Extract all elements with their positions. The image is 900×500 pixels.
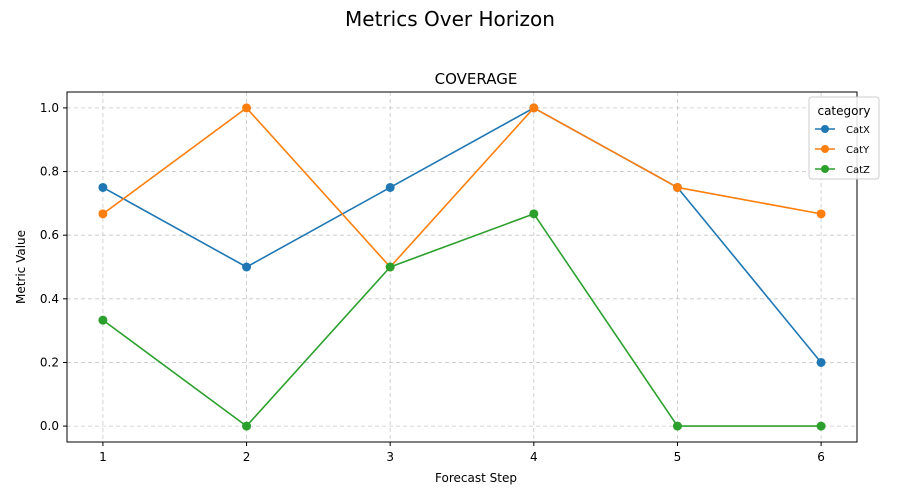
series-lines bbox=[98, 103, 826, 431]
legend-label: CatY bbox=[846, 145, 870, 156]
series-line bbox=[102, 107, 822, 363]
axes bbox=[66, 91, 858, 443]
data-point bbox=[672, 421, 682, 431]
tick-labels: 1 2 3 4 5 6 0.0 0.2 0.4 0.6 0.8 1.0 bbox=[40, 101, 825, 464]
legend-box bbox=[808, 96, 880, 180]
data-point bbox=[529, 209, 539, 219]
data-point bbox=[242, 421, 252, 431]
figure-title: Metrics Over Horizon bbox=[345, 7, 555, 31]
legend-marker bbox=[821, 125, 829, 133]
y-axis-label: Metric Value bbox=[14, 230, 28, 304]
legend-title: category bbox=[817, 104, 870, 118]
x-axis-label: Forecast Step bbox=[435, 471, 517, 485]
series-caty bbox=[98, 103, 826, 272]
y-tick-label: 1.0 bbox=[40, 101, 59, 115]
data-point bbox=[816, 421, 826, 431]
data-point bbox=[529, 103, 539, 113]
legend-item: CatY bbox=[815, 145, 870, 156]
legend-marker bbox=[821, 165, 829, 173]
y-tick-label: 0.8 bbox=[40, 165, 59, 179]
legend-item: CatX bbox=[815, 125, 870, 136]
plot-frame bbox=[66, 91, 858, 443]
legend-item: CatZ bbox=[815, 165, 870, 176]
data-point bbox=[816, 357, 826, 367]
y-tick-label: 0.0 bbox=[40, 419, 59, 433]
y-tick-label: 0.2 bbox=[40, 355, 59, 369]
y-tick-label: 0.4 bbox=[40, 292, 59, 306]
legend-items: CatX CatY CatZ bbox=[815, 125, 870, 176]
series-line bbox=[102, 213, 822, 427]
x-tick-label: 6 bbox=[817, 450, 825, 464]
series-catz bbox=[98, 209, 826, 431]
y-tick-label: 0.6 bbox=[40, 228, 59, 242]
legend-label: CatX bbox=[846, 125, 870, 136]
x-tick-label: 5 bbox=[674, 450, 682, 464]
grid-lines bbox=[67, 92, 857, 442]
data-point bbox=[98, 209, 108, 219]
legend: category CatX CatY CatZ bbox=[808, 96, 880, 180]
x-tick-label: 4 bbox=[530, 450, 538, 464]
data-point bbox=[816, 209, 826, 219]
series-line bbox=[102, 107, 822, 268]
data-point bbox=[385, 182, 395, 192]
data-point bbox=[242, 103, 252, 113]
legend-label: CatZ bbox=[846, 165, 870, 176]
data-point bbox=[385, 262, 395, 272]
chart-title: COVERAGE bbox=[435, 70, 518, 88]
data-point bbox=[98, 315, 108, 325]
data-point bbox=[242, 262, 252, 272]
x-tick-label: 2 bbox=[243, 450, 251, 464]
data-point bbox=[672, 182, 682, 192]
x-tick-label: 3 bbox=[386, 450, 394, 464]
x-tick-label: 1 bbox=[99, 450, 107, 464]
legend-marker bbox=[821, 145, 829, 153]
data-point bbox=[98, 182, 108, 192]
